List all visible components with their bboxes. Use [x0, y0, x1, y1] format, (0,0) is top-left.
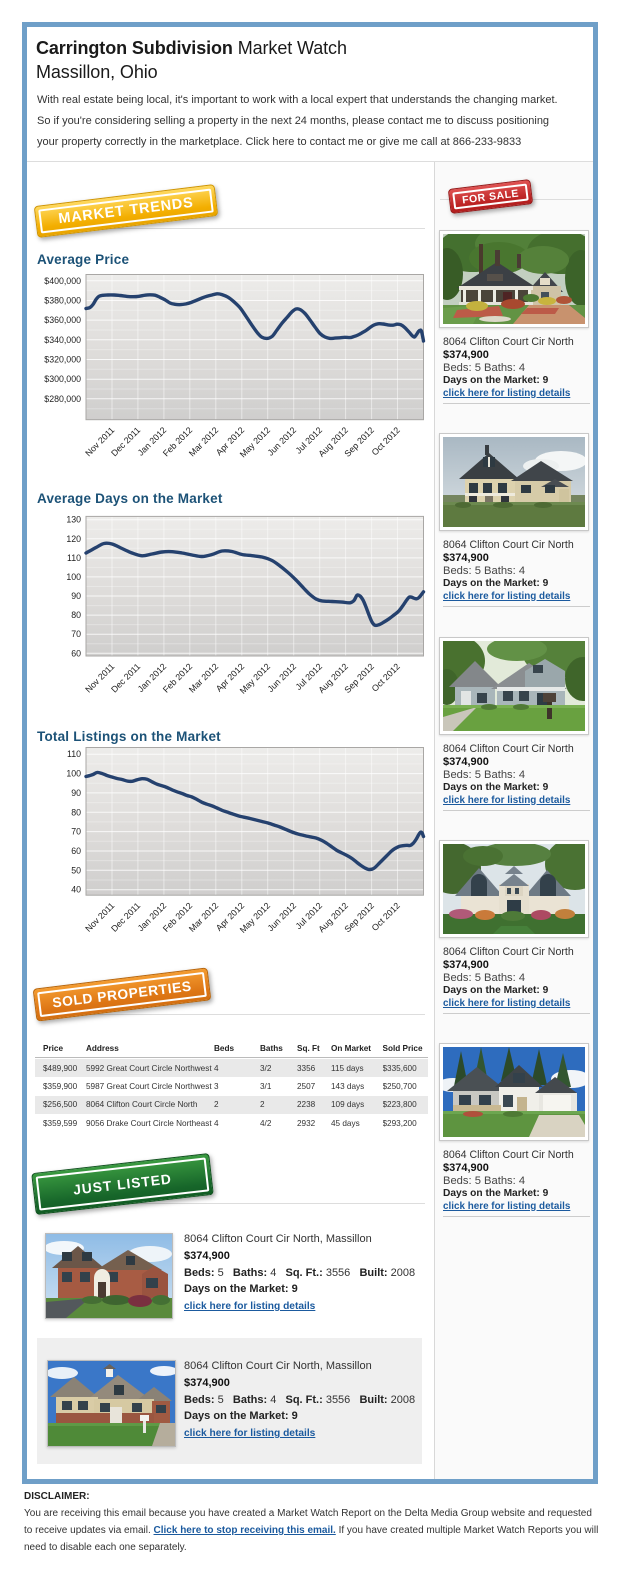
svg-text:60: 60	[71, 648, 81, 658]
svg-text:$320,000: $320,000	[44, 355, 81, 365]
svg-text:40: 40	[71, 885, 81, 895]
svg-text:110: 110	[67, 749, 81, 759]
svg-text:130: 130	[66, 515, 81, 525]
svg-text:90: 90	[71, 788, 81, 798]
svg-text:$380,000: $380,000	[44, 296, 81, 306]
svg-text:$280,000: $280,000	[44, 394, 81, 404]
svg-text:Jun 2012: Jun 2012	[265, 661, 298, 694]
svg-text:Jun 2012: Jun 2012	[265, 900, 298, 933]
svg-text:$340,000: $340,000	[44, 335, 81, 345]
svg-text:110: 110	[67, 553, 81, 563]
svg-text:Oct 2012: Oct 2012	[370, 900, 402, 932]
svg-text:$400,000: $400,000	[44, 276, 81, 286]
svg-text:80: 80	[71, 807, 81, 817]
svg-text:100: 100	[66, 572, 81, 582]
svg-text:70: 70	[71, 629, 81, 639]
svg-text:Oct 2012: Oct 2012	[370, 661, 402, 693]
svg-text:80: 80	[71, 610, 81, 620]
svg-text:100: 100	[66, 769, 81, 779]
svg-text:$360,000: $360,000	[44, 315, 81, 325]
svg-text:Oct 2012: Oct 2012	[370, 425, 402, 457]
svg-text:50: 50	[71, 865, 81, 875]
svg-text:Jun 2012: Jun 2012	[265, 425, 298, 458]
svg-text:$300,000: $300,000	[44, 374, 81, 384]
svg-text:120: 120	[66, 534, 81, 544]
svg-text:70: 70	[71, 827, 81, 837]
svg-text:90: 90	[71, 591, 81, 601]
svg-text:60: 60	[71, 846, 81, 856]
